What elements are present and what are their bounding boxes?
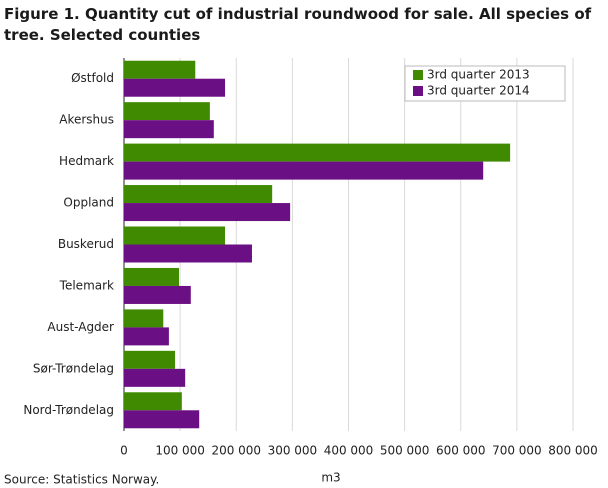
bar	[124, 185, 273, 204]
x-tick-label: 0	[120, 444, 128, 458]
bar	[124, 60, 196, 79]
y-tick-label: Nord-Trøndelag	[23, 403, 114, 417]
y-tick-label: Hedmark	[59, 154, 114, 168]
x-tick-label: 300 000	[268, 444, 318, 458]
x-tick-label: 100 000	[155, 444, 205, 458]
bar	[124, 410, 200, 429]
y-tick-label: Aust-Agder	[47, 320, 114, 334]
bar	[124, 244, 252, 263]
bar	[124, 285, 191, 304]
x-tick-label: 500 000	[380, 444, 430, 458]
bar	[124, 78, 226, 97]
x-tick-label: 600 000	[436, 444, 486, 458]
legend-swatch	[413, 70, 423, 80]
x-tick-label: 200 000	[211, 444, 261, 458]
x-tick-label: 700 000	[492, 444, 542, 458]
x-tick-label: 400 000	[324, 444, 374, 458]
bar	[124, 226, 226, 245]
legend-label: 3rd quarter 2013	[427, 68, 530, 82]
y-tick-label: Buskerud	[58, 237, 114, 251]
bar	[124, 143, 511, 162]
bar	[124, 392, 182, 411]
y-tick-label: Akershus	[59, 113, 114, 127]
bar	[124, 102, 210, 121]
bar	[124, 203, 291, 222]
source: Source: Statistics Norway.	[4, 473, 159, 487]
y-tick-label: Oppland	[63, 196, 114, 210]
bar	[124, 161, 484, 180]
bar	[124, 120, 214, 139]
bar	[124, 309, 164, 328]
x-tick-label: 800 000	[548, 444, 598, 458]
bar	[124, 267, 180, 286]
bar	[124, 368, 186, 387]
y-tick-label: Østfold	[71, 71, 114, 85]
y-tick-label: Telemark	[59, 278, 114, 292]
y-tick-label: Sør-Trøndelag	[33, 361, 114, 375]
bar	[124, 350, 176, 369]
legend-swatch	[413, 86, 423, 96]
x-axis-label: m3	[321, 471, 340, 485]
legend-label: 3rd quarter 2014	[427, 84, 530, 98]
bar	[124, 327, 169, 346]
legend-box	[404, 65, 566, 102]
chart-title: Figure 1. Quantity cut of industrial rou…	[4, 5, 592, 44]
